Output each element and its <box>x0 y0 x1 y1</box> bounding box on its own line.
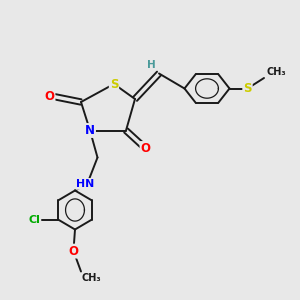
Text: O: O <box>140 142 151 155</box>
Text: Cl: Cl <box>28 215 40 225</box>
Text: S: S <box>243 82 252 95</box>
Text: N: N <box>85 124 95 137</box>
Text: S: S <box>110 77 118 91</box>
Text: CH₃: CH₃ <box>266 67 286 76</box>
Text: O: O <box>44 89 55 103</box>
Text: HN: HN <box>76 179 94 189</box>
Text: CH₃: CH₃ <box>82 273 101 283</box>
Text: H: H <box>147 59 156 70</box>
Text: O: O <box>68 244 79 258</box>
